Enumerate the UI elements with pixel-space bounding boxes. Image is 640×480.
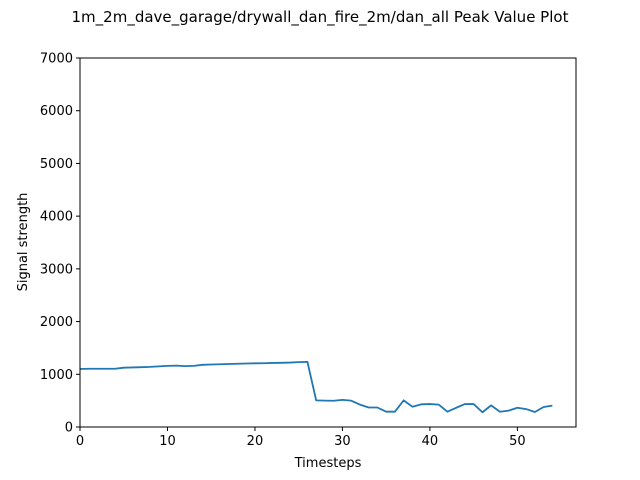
y-axis-label: Signal strength: [16, 193, 31, 292]
y-tick-label-5000: 5000: [40, 157, 73, 172]
chart-title: 1m_2m_dave_garage/drywall_dan_fire_2m/da…: [72, 8, 569, 27]
x-axis-label: Timesteps: [294, 456, 362, 471]
x-tick-label-50: 50: [509, 434, 526, 449]
x-tick-label-10: 10: [159, 434, 176, 449]
y-tick-label-0: 0: [65, 421, 73, 436]
plot-frame: [79, 57, 577, 428]
x-tick-label-40: 40: [422, 434, 439, 449]
x-tick-label-30: 30: [334, 434, 351, 449]
y-tick-label-6000: 6000: [40, 104, 73, 119]
y-tick-label-3000: 3000: [40, 262, 73, 277]
y-tick-label-4000: 4000: [40, 210, 73, 225]
series-line-0: [79, 360, 553, 414]
y-tick-label-7000: 7000: [40, 52, 73, 67]
plot-area: 0 10 20 30 40 50 0 1000 2000 3000 4000 5000 6000 7000: [40, 52, 577, 449]
x-tick-label-0: 0: [76, 434, 84, 449]
y-tick-label-2000: 2000: [40, 315, 73, 330]
x-tick-label-20: 20: [247, 434, 264, 449]
y-tick-label-1000: 1000: [40, 368, 73, 383]
